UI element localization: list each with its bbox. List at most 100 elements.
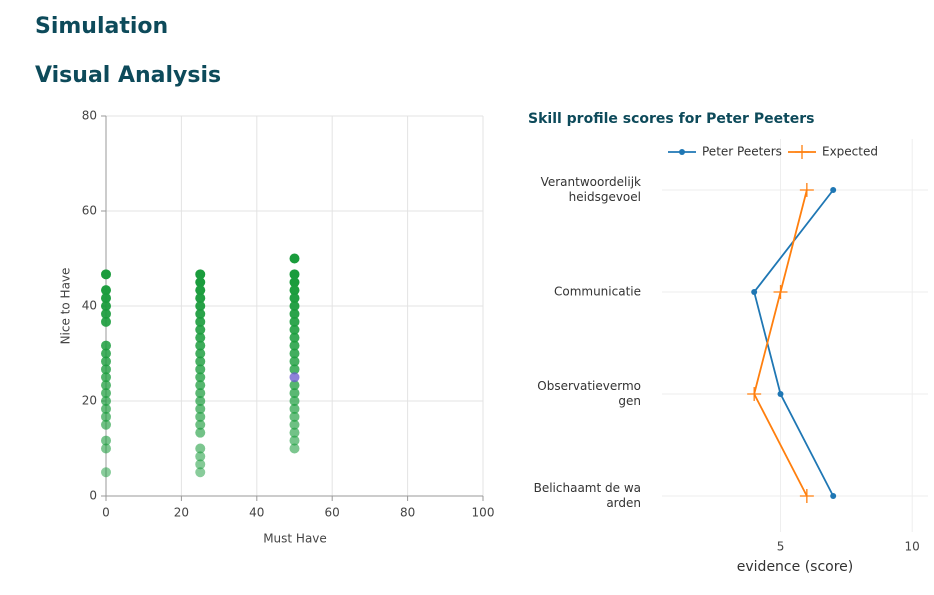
point	[101, 348, 111, 359]
point	[101, 364, 111, 375]
point	[101, 380, 111, 391]
point	[289, 380, 300, 391]
point	[195, 372, 206, 383]
point	[195, 411, 206, 422]
point	[101, 443, 111, 454]
point	[195, 324, 206, 335]
point	[289, 253, 300, 264]
point	[195, 316, 206, 327]
line	[753, 189, 808, 497]
marker	[747, 387, 762, 401]
point	[195, 332, 206, 343]
point	[195, 364, 206, 375]
marker	[751, 289, 758, 295]
x-tick-label: 20	[174, 506, 189, 520]
x-tick-label: 5	[777, 540, 785, 554]
y-tick-label: Verantwoordelijkheidsgevoel	[540, 175, 641, 204]
x-tick-label: 40	[249, 506, 264, 520]
point	[195, 467, 206, 478]
point	[289, 435, 300, 446]
section-title: Visual Analysis	[35, 63, 222, 88]
point	[289, 308, 300, 319]
point	[289, 364, 300, 375]
point	[195, 451, 206, 462]
point	[289, 411, 300, 422]
point	[195, 388, 206, 399]
marker	[777, 391, 784, 397]
point	[289, 419, 300, 430]
point	[289, 356, 300, 367]
point	[289, 316, 300, 327]
point	[101, 388, 111, 399]
point	[101, 269, 111, 280]
point	[289, 396, 300, 406]
point	[289, 340, 300, 351]
legend-label: Expected	[822, 145, 878, 159]
page-title: Simulation	[35, 14, 169, 39]
point	[101, 372, 111, 383]
x-axis-title: Must Have	[263, 532, 327, 546]
point	[101, 396, 111, 406]
point	[289, 443, 300, 454]
marker	[773, 285, 788, 299]
line	[753, 189, 834, 497]
point	[195, 269, 206, 280]
marker	[830, 187, 837, 193]
point	[101, 467, 111, 478]
point	[195, 403, 206, 414]
marker	[799, 489, 814, 503]
point	[289, 403, 300, 414]
point	[101, 308, 111, 319]
chart-title: Skill profile scores for Peter Peeters	[528, 111, 815, 127]
y-axis-title: Nice to Have	[59, 268, 73, 345]
x-tick-label: 80	[400, 506, 415, 520]
y-tick-label: Communicatie	[553, 284, 641, 299]
legend-marker	[679, 149, 685, 155]
x-axis-title: evidence (score)	[737, 559, 853, 575]
y-tick-label: 0	[89, 489, 97, 503]
x-tick-label: 100	[472, 506, 495, 520]
y-tick-label: Belichaamt de waarden	[533, 481, 641, 510]
point	[195, 443, 206, 454]
point	[289, 285, 300, 296]
point	[195, 301, 206, 311]
point	[195, 277, 206, 288]
marker	[830, 493, 837, 499]
y-tick-label: 20	[82, 394, 97, 408]
point	[195, 293, 206, 304]
point	[101, 411, 111, 422]
point	[101, 340, 111, 351]
point	[289, 348, 300, 359]
point	[289, 388, 300, 399]
y-tick-label: 40	[82, 299, 97, 313]
legend-label: Peter Peeters	[702, 145, 782, 159]
x-tick-label: 10	[905, 540, 920, 554]
point	[101, 301, 111, 311]
point	[195, 427, 206, 438]
legend-marker	[795, 145, 809, 159]
point	[289, 372, 300, 383]
point	[101, 356, 111, 367]
x-tick-label: 0	[102, 506, 110, 520]
point	[195, 308, 206, 319]
point	[195, 380, 206, 391]
point	[101, 285, 111, 296]
point	[289, 269, 300, 280]
point	[289, 332, 300, 343]
point	[289, 301, 300, 311]
point	[101, 403, 111, 414]
y-tick-label: 80	[82, 109, 97, 123]
point	[195, 396, 206, 406]
point	[101, 293, 111, 304]
point	[195, 340, 206, 351]
y-tick-label: Observatievermogen	[537, 379, 641, 408]
point	[101, 419, 111, 430]
point	[195, 459, 206, 470]
y-tick-label: 60	[82, 204, 97, 218]
point	[289, 293, 300, 304]
point	[195, 285, 206, 296]
marker	[799, 183, 814, 197]
point	[289, 427, 300, 438]
point	[195, 419, 206, 430]
